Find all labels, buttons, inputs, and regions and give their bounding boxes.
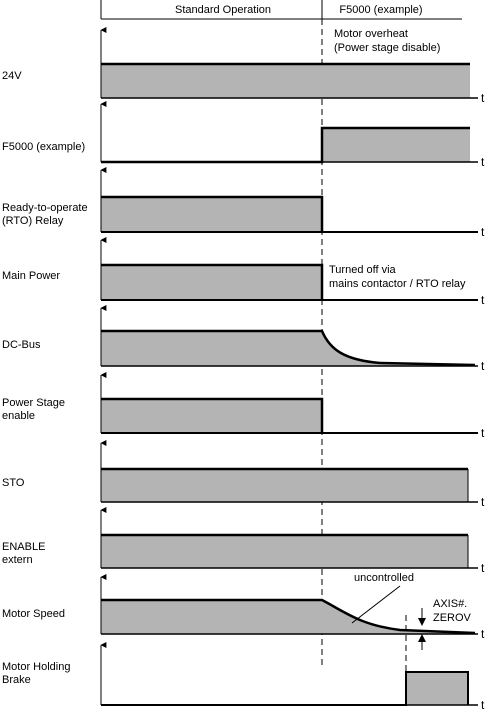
time-axis-label: t: [481, 627, 485, 641]
trace-brake: t: [100, 642, 485, 711]
uncontrolled-leader-line: [351, 585, 401, 624]
annotation-turned-off: Turned off via mains contactor / RTO rel…: [329, 264, 466, 290]
signal-label-24v: 24V: [2, 70, 22, 82]
signal-label-brake: Motor Holding Brake: [2, 661, 70, 686]
signal-label-motor-speed: Motor Speed: [2, 608, 65, 620]
signal-label-power-stage: Power Stage enable: [2, 397, 65, 422]
trace-power-stage: t: [100, 372, 485, 440]
time-axis-label: t: [481, 426, 485, 440]
annotation-uncontrolled: uncontrolled: [354, 572, 414, 584]
trace-rto: t: [100, 167, 485, 239]
time-axis-label: t: [481, 495, 485, 509]
annotation-axis-zerov: AXIS#. ZEROV: [433, 598, 472, 624]
signal-label-f5000: F5000 (example): [2, 141, 85, 153]
signal-label-rto: Ready-to-operate (RTO) Relay: [2, 202, 88, 227]
trace-dc-bus: t: [100, 305, 485, 373]
annotation-motor-overheat: Motor overheat (Power stage disable): [334, 28, 440, 54]
time-axis-label: t: [481, 91, 485, 105]
time-axis-label: t: [481, 155, 485, 169]
phase-header: Standard Operation F5000 (example): [100, 0, 462, 20]
signal-label-sto: STO: [2, 477, 25, 489]
signal-label-enable-extern: ENABLE extern: [2, 541, 45, 566]
trace-24v: t: [100, 27, 485, 105]
trace-main-power: t: [100, 237, 485, 307]
signal-label-dc-bus: DC-Bus: [2, 339, 41, 351]
phase-fault-label: F5000 (example): [339, 4, 422, 16]
signal-labels: 24V F5000 (example) Ready-to-operate (RTO…: [2, 70, 88, 686]
time-axis-label: t: [481, 698, 485, 711]
signal-label-main-power: Main Power: [2, 270, 60, 282]
annotations: Motor overheat (Power stage disable) Tur…: [329, 28, 472, 650]
time-axis-label: t: [481, 225, 485, 239]
time-axis-label: t: [481, 359, 485, 373]
trace-enable-extern: t: [100, 507, 485, 575]
time-axis-label: t: [481, 293, 485, 307]
phase-standard-operation-label: Standard Operation: [175, 4, 271, 16]
trace-sto: t: [100, 440, 485, 509]
trace-motor-speed: t: [100, 574, 485, 641]
trace-f5000: t: [100, 101, 485, 169]
time-axis-label: t: [481, 561, 485, 575]
